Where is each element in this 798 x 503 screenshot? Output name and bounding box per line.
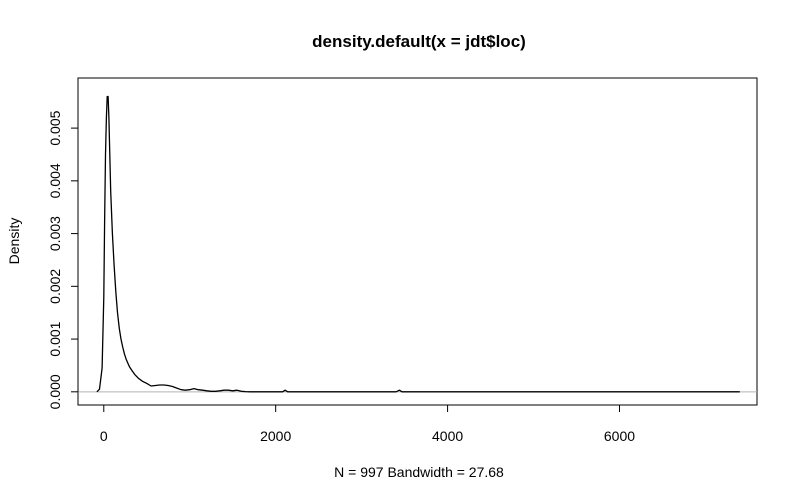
x-tick-label: 4000 bbox=[432, 428, 463, 444]
y-axis-label: Density bbox=[6, 218, 22, 265]
x-tick-label: 2000 bbox=[260, 428, 291, 444]
x-tick-label: 6000 bbox=[604, 428, 635, 444]
y-tick-label: 0.002 bbox=[47, 269, 63, 304]
x-tick-label: 0 bbox=[100, 428, 108, 444]
y-tick-label: 0.003 bbox=[47, 216, 63, 251]
plot-border bbox=[77, 77, 758, 406]
density-curve bbox=[96, 95, 740, 393]
y-axis: 0.000 0.001 0.002 0.003 0.004 0.005 bbox=[47, 110, 79, 409]
y-tick-label: 0.001 bbox=[47, 321, 63, 356]
chart-title: density.default(x = jdt$loc) bbox=[312, 32, 526, 51]
x-axis-label: N = 997 Bandwidth = 27.68 bbox=[334, 464, 504, 480]
y-tick-label: 0.005 bbox=[47, 110, 63, 145]
y-tick-label: 0.004 bbox=[47, 163, 63, 198]
x-axis: 0 2000 4000 6000 bbox=[100, 404, 635, 444]
y-tick-label: 0.000 bbox=[47, 374, 63, 409]
